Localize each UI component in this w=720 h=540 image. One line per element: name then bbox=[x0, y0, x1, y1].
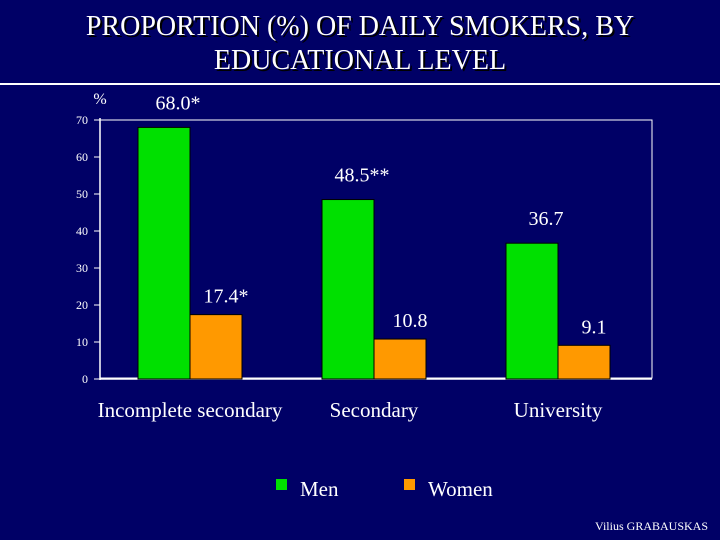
data-label: 48.5** bbox=[335, 165, 390, 187]
y-tick-label: 20 bbox=[76, 298, 88, 312]
data-label: 10.8 bbox=[393, 310, 428, 332]
y-tick-label: 60 bbox=[76, 150, 88, 164]
data-label: 17.4* bbox=[204, 286, 249, 308]
bar-women bbox=[557, 344, 611, 380]
y-tick-label: 40 bbox=[76, 224, 88, 238]
y-tick-label: 70 bbox=[76, 113, 88, 127]
title-line-2: EDUCATIONAL LEVEL bbox=[213, 45, 507, 76]
y-tick-label: 50 bbox=[76, 187, 88, 201]
bar-men bbox=[137, 126, 191, 380]
bar-women bbox=[373, 338, 427, 380]
legend-label: Men bbox=[300, 477, 339, 501]
y-tick-label: 0 bbox=[82, 372, 88, 386]
author-credit: Vilius GRABAUSKAS bbox=[595, 519, 708, 533]
x-tick-label: Secondary bbox=[330, 398, 419, 422]
y-tick-label: 10 bbox=[76, 335, 88, 349]
title-line-1: PROPORTION (%) OF DAILY SMOKERS, BY bbox=[85, 11, 635, 42]
data-label: 9.1 bbox=[582, 316, 607, 338]
legend-label: Women bbox=[428, 477, 493, 501]
y-ticks: 0 10 20 30 40 50 60 70 bbox=[76, 113, 100, 386]
bar-men bbox=[505, 242, 559, 380]
x-tick-label: University bbox=[514, 398, 603, 422]
chart-title: PROPORTION (%) OF DAILY SMOKERS, BY EDUC… bbox=[0, 10, 720, 78]
data-label: 36.7 bbox=[529, 208, 564, 230]
legend-swatch-men bbox=[276, 479, 287, 490]
bars: 68.0* 17.4* 48.5** 10.8 36.7 9.1 bbox=[137, 92, 611, 380]
title-divider bbox=[0, 83, 720, 85]
y-tick-label: 30 bbox=[76, 261, 88, 275]
legend: Men Women bbox=[276, 477, 493, 501]
bar-women bbox=[189, 314, 243, 380]
x-tick-labels: Incomplete secondary Secondary University bbox=[98, 398, 603, 422]
data-label: 68.0* bbox=[156, 92, 201, 114]
bar-men bbox=[321, 199, 375, 380]
y-axis-label: % bbox=[93, 91, 106, 108]
x-tick-label: Incomplete secondary bbox=[98, 398, 283, 422]
legend-swatch-women bbox=[404, 479, 415, 490]
